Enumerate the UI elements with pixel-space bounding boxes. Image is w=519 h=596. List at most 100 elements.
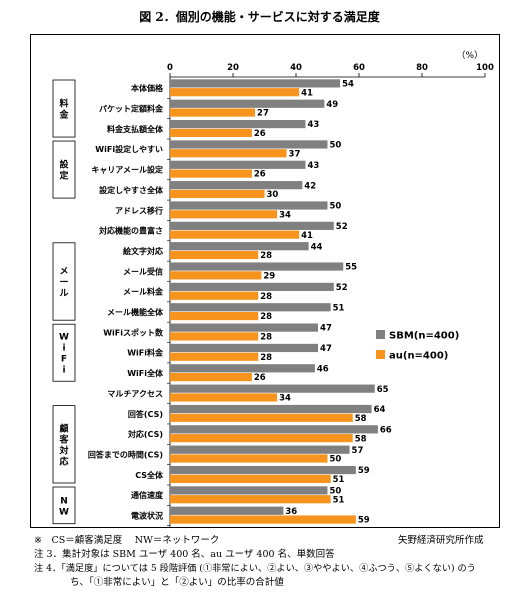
- category-label: WiFi全体: [127, 368, 164, 378]
- bar-sbm: [170, 79, 341, 88]
- legend-swatch: [376, 350, 385, 359]
- x-tick-label: 0: [167, 63, 173, 73]
- group-bracket: [52, 242, 76, 321]
- bar-au: [170, 352, 259, 361]
- category-label: 絵文字対応: [123, 246, 163, 256]
- category-label: 回答(CS): [128, 409, 163, 419]
- group-label: N: [60, 496, 68, 506]
- data-label-au: 26: [254, 170, 266, 180]
- bar-sbm: [170, 282, 334, 291]
- data-label-au: 37: [289, 149, 301, 159]
- bar-au: [170, 230, 300, 239]
- data-label-au: 58: [355, 434, 367, 444]
- data-label-sbm: 44: [311, 242, 323, 252]
- bar-sbm: [170, 201, 328, 210]
- group-label: メ: [59, 266, 68, 277]
- bar-sbm: [170, 140, 328, 149]
- bar-au: [170, 291, 259, 300]
- group-label: 客: [58, 433, 69, 445]
- bar-au: [170, 169, 252, 178]
- note-4-cont: ち、「①非常によい」と「②よい」の比率の合計値: [70, 577, 284, 588]
- data-label-sbm: 52: [336, 283, 348, 293]
- note-abbreviations: ※ CS＝顧客満足度 NW＝ネットワーク: [34, 535, 220, 546]
- data-label-sbm: 65: [377, 385, 389, 395]
- bar-au: [170, 454, 328, 463]
- bar-sbm: [170, 465, 356, 475]
- data-label-sbm: 49: [326, 100, 338, 110]
- data-label-au: 41: [301, 88, 313, 98]
- category-label: WiFi設定しやすい: [95, 144, 163, 154]
- data-label-sbm: 47: [320, 324, 332, 334]
- data-label-au: 28: [260, 312, 272, 322]
- category-label: マルチアクセス: [107, 388, 163, 398]
- data-label-au: 59: [358, 516, 370, 526]
- data-label-sbm: 50: [330, 141, 342, 151]
- bar-au: [170, 373, 252, 382]
- category-label: 料金支払額全体: [107, 124, 164, 134]
- category-label: 通信速度: [131, 490, 164, 500]
- data-label-sbm: 47: [320, 344, 332, 354]
- data-label-sbm: 54: [342, 80, 354, 90]
- group-bracket: [52, 140, 76, 199]
- note-source: 矢野経済研究所作成: [398, 535, 484, 546]
- group-label: W: [59, 333, 69, 343]
- legend-label: au(n=400): [389, 351, 448, 362]
- data-label-au: 51: [333, 495, 345, 505]
- category-label: CS全体: [135, 470, 164, 480]
- data-label-au: 27: [257, 109, 269, 119]
- bar-sbm: [170, 384, 375, 393]
- bar-au: [170, 515, 356, 524]
- data-label-sbm: 66: [380, 425, 392, 435]
- data-label-au: 41: [301, 231, 313, 241]
- bar-sbm: [170, 262, 344, 271]
- bar-sbm: [170, 160, 306, 169]
- category-label: キャリアメール設定: [91, 165, 163, 175]
- bar-au: [170, 393, 278, 402]
- bar-sbm: [170, 181, 303, 190]
- unit-label: （%）: [456, 50, 483, 61]
- category-label: 対応(CS): [127, 429, 163, 439]
- chart-frame: [30, 34, 500, 528]
- data-label-sbm: 52: [336, 222, 348, 232]
- data-label-au: 34: [279, 394, 291, 404]
- category-label: WiFi料金: [127, 348, 164, 358]
- group-label: ー: [59, 278, 68, 288]
- group-bracket: [52, 405, 76, 484]
- data-label-au: 58: [355, 414, 367, 424]
- group-label: 対: [58, 444, 68, 456]
- data-label-sbm: 59: [358, 466, 370, 476]
- bar-au: [170, 495, 331, 504]
- group-label: i: [62, 366, 65, 376]
- group-bracket: [52, 486, 76, 525]
- bar-au: [170, 250, 259, 260]
- data-label-sbm: 43: [307, 120, 319, 130]
- bar-au: [170, 210, 278, 219]
- data-label-sbm: 36: [285, 507, 297, 517]
- x-tick-label: 40: [290, 63, 302, 73]
- bar-au: [170, 88, 300, 97]
- x-tick-label: 80: [416, 63, 428, 73]
- bar-sbm: [170, 343, 319, 353]
- legend-label: SBM(n=400): [389, 331, 459, 342]
- category-label: メール受信: [123, 266, 163, 276]
- x-tick-label: 20: [227, 63, 239, 73]
- group-label: ル: [59, 288, 68, 299]
- data-label-sbm: 51: [333, 303, 345, 313]
- data-label-sbm: 43: [307, 161, 319, 171]
- category-label: 設定しやすさ全体: [99, 185, 164, 195]
- bar-sbm: [170, 120, 306, 129]
- group-bracket: [52, 323, 76, 382]
- data-label-au: 51: [333, 475, 345, 485]
- x-tick-label: 60: [353, 63, 365, 73]
- bar-sbm: [170, 221, 334, 230]
- bar-au: [170, 149, 287, 158]
- data-label-sbm: 50: [330, 487, 342, 497]
- data-label-au: 26: [254, 129, 266, 139]
- category-label: WiFiスポット数: [103, 327, 164, 337]
- data-label-au: 50: [330, 455, 342, 465]
- data-label-au: 28: [260, 292, 272, 302]
- note-3: 注 3．集計対象は SBM ユーザ 400 名、au ユーザ 400 名、単数回…: [34, 549, 335, 560]
- group-label: 金: [58, 109, 69, 121]
- data-label-au: 28: [260, 251, 272, 261]
